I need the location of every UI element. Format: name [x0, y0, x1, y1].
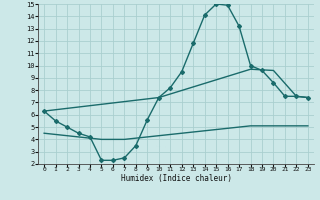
X-axis label: Humidex (Indice chaleur): Humidex (Indice chaleur): [121, 174, 231, 183]
